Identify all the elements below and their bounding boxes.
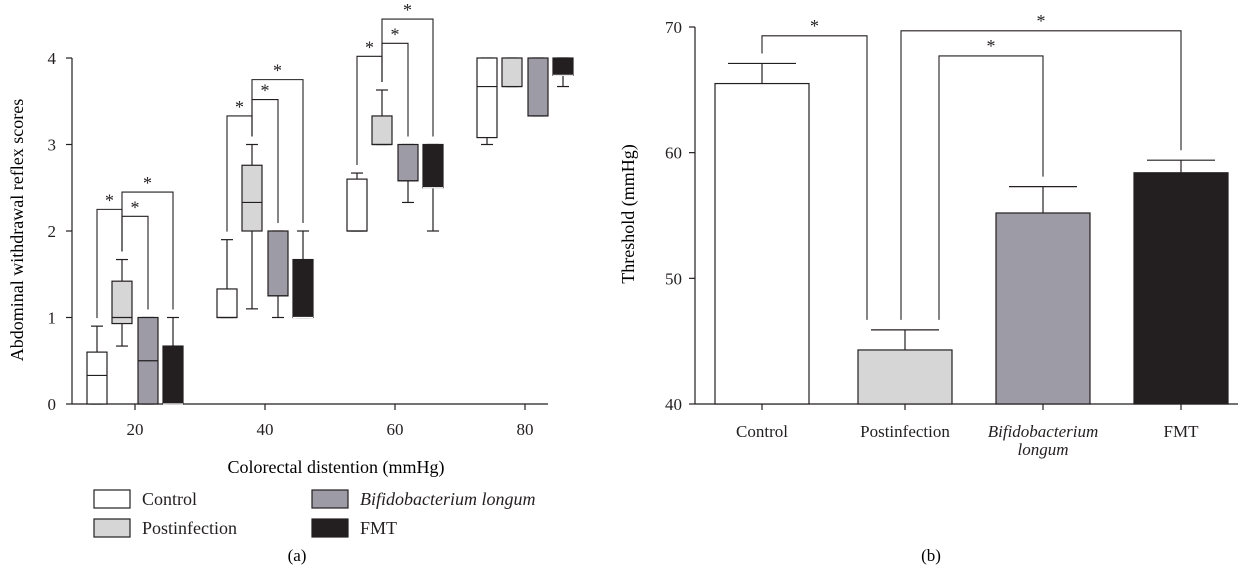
legend-swatch: [93, 518, 131, 538]
panel-b-y-tick-label: 40: [665, 395, 682, 414]
significance-star: *: [131, 197, 140, 217]
panel-a-y-tick-label: 4: [48, 49, 57, 68]
significance-star: *: [403, 0, 412, 20]
significance-star: *: [365, 37, 374, 57]
panel-a-boxes: [86, 57, 574, 405]
significance-bracket: [938, 55, 1044, 320]
panel-b-y-tick-label: 50: [665, 269, 682, 288]
panel-a-x-tick-label: 40: [257, 420, 274, 439]
panel-b-axes: 40 50 60 70 Control Postinfection Bifidobacter…: [665, 18, 1238, 459]
bar: [1133, 172, 1229, 405]
panel-a-y-tick-label: 0: [48, 395, 57, 414]
box-bifidobacterium-longum: [267, 230, 289, 297]
box-postinfection: [501, 57, 523, 88]
bar: [857, 349, 953, 405]
legend-label: Postinfection: [142, 518, 237, 538]
panel-b-bars: [714, 62, 1229, 405]
panel-a-x-tick-label: 20: [127, 420, 144, 439]
panel-b-bar-chart: Threshold (mmHg) (b) 40 50 60 70 Control Post…: [618, 11, 1238, 565]
significance-bracket: [761, 35, 868, 320]
box-control: [476, 57, 498, 139]
bar: [995, 212, 1091, 405]
box-fmt: [422, 143, 444, 189]
legend-label: Bifidobacterium longum: [360, 489, 535, 509]
box-bifidobacterium-longum: [527, 57, 549, 117]
box-fmt: [552, 57, 574, 76]
panel-a-significance: * ********: [96, 0, 434, 319]
significance-star: *: [261, 81, 270, 101]
box-postinfection: [241, 164, 263, 232]
panel-b-significance: * * *: [761, 11, 1182, 320]
significance-star: *: [273, 61, 282, 81]
significance-bracket: [356, 55, 383, 166]
panel-a-label: (a): [288, 546, 307, 565]
panel-b-y-axis-label: Threshold (mmHg): [618, 144, 639, 283]
panel-b-y-tick-label: 60: [665, 144, 682, 163]
panel-a-box-plot: Abdominal withdrawal reflex scores Color…: [7, 0, 574, 565]
box-control: [86, 351, 108, 405]
significance-star: *: [105, 190, 114, 210]
box-control: [346, 178, 368, 232]
panel-a-x-axis-label: Colorectal distention (mmHg): [228, 457, 445, 478]
box-postinfection: [371, 115, 393, 146]
panel-a-legend: Control Postinfection Bifidobacterium long…: [93, 489, 535, 538]
panel-b-x-tick-label: FMT: [1164, 422, 1200, 441]
panel-b-x-tick-label: longum: [1018, 440, 1069, 459]
legend-label: Control: [142, 489, 197, 509]
panel-a-y-tick-label: 3: [48, 136, 57, 155]
panel-b-x-tick-label: Postinfection: [860, 422, 950, 441]
panel-a-y-axis-label: Abdominal withdrawal reflex scores: [7, 99, 27, 361]
significance-bracket: [251, 79, 304, 223]
panel-a-x-tick-label: 60: [387, 420, 404, 439]
panel-b-x-tick-label: Bifidobacterium: [988, 422, 1098, 441]
panel-a-x-tick-label: 80: [517, 420, 534, 439]
panel-b-label: (b): [921, 546, 941, 565]
legend-swatch: [311, 518, 349, 538]
panel-b-x-tick-label: Control: [736, 422, 788, 441]
panel-a-y-tick-label: 2: [48, 222, 57, 241]
significance-star: *: [987, 36, 996, 56]
box-control: [216, 288, 238, 319]
box-fmt: [162, 345, 184, 405]
panel-b-y-tick-label: 70: [665, 18, 682, 37]
significance-star: *: [143, 173, 152, 193]
significance-star: *: [810, 16, 819, 36]
legend-swatch: [93, 489, 131, 509]
significance-bracket: [121, 191, 174, 310]
panel-a-axes: 0 1 2 3 4 20 40 60 80: [48, 49, 548, 439]
significance-bracket: [900, 30, 1182, 320]
significance-star: *: [1037, 11, 1046, 31]
legend-swatch: [311, 489, 349, 509]
significance-bracket: [381, 18, 434, 137]
bar: [714, 82, 810, 405]
box-fmt: [292, 258, 314, 319]
legend-label: FMT: [360, 518, 397, 538]
significance-star: *: [391, 24, 400, 44]
box-bifidobacterium-longum: [397, 143, 419, 182]
box-postinfection: [111, 280, 133, 325]
panel-a-y-tick-label: 1: [48, 309, 57, 328]
significance-star: *: [235, 97, 244, 117]
